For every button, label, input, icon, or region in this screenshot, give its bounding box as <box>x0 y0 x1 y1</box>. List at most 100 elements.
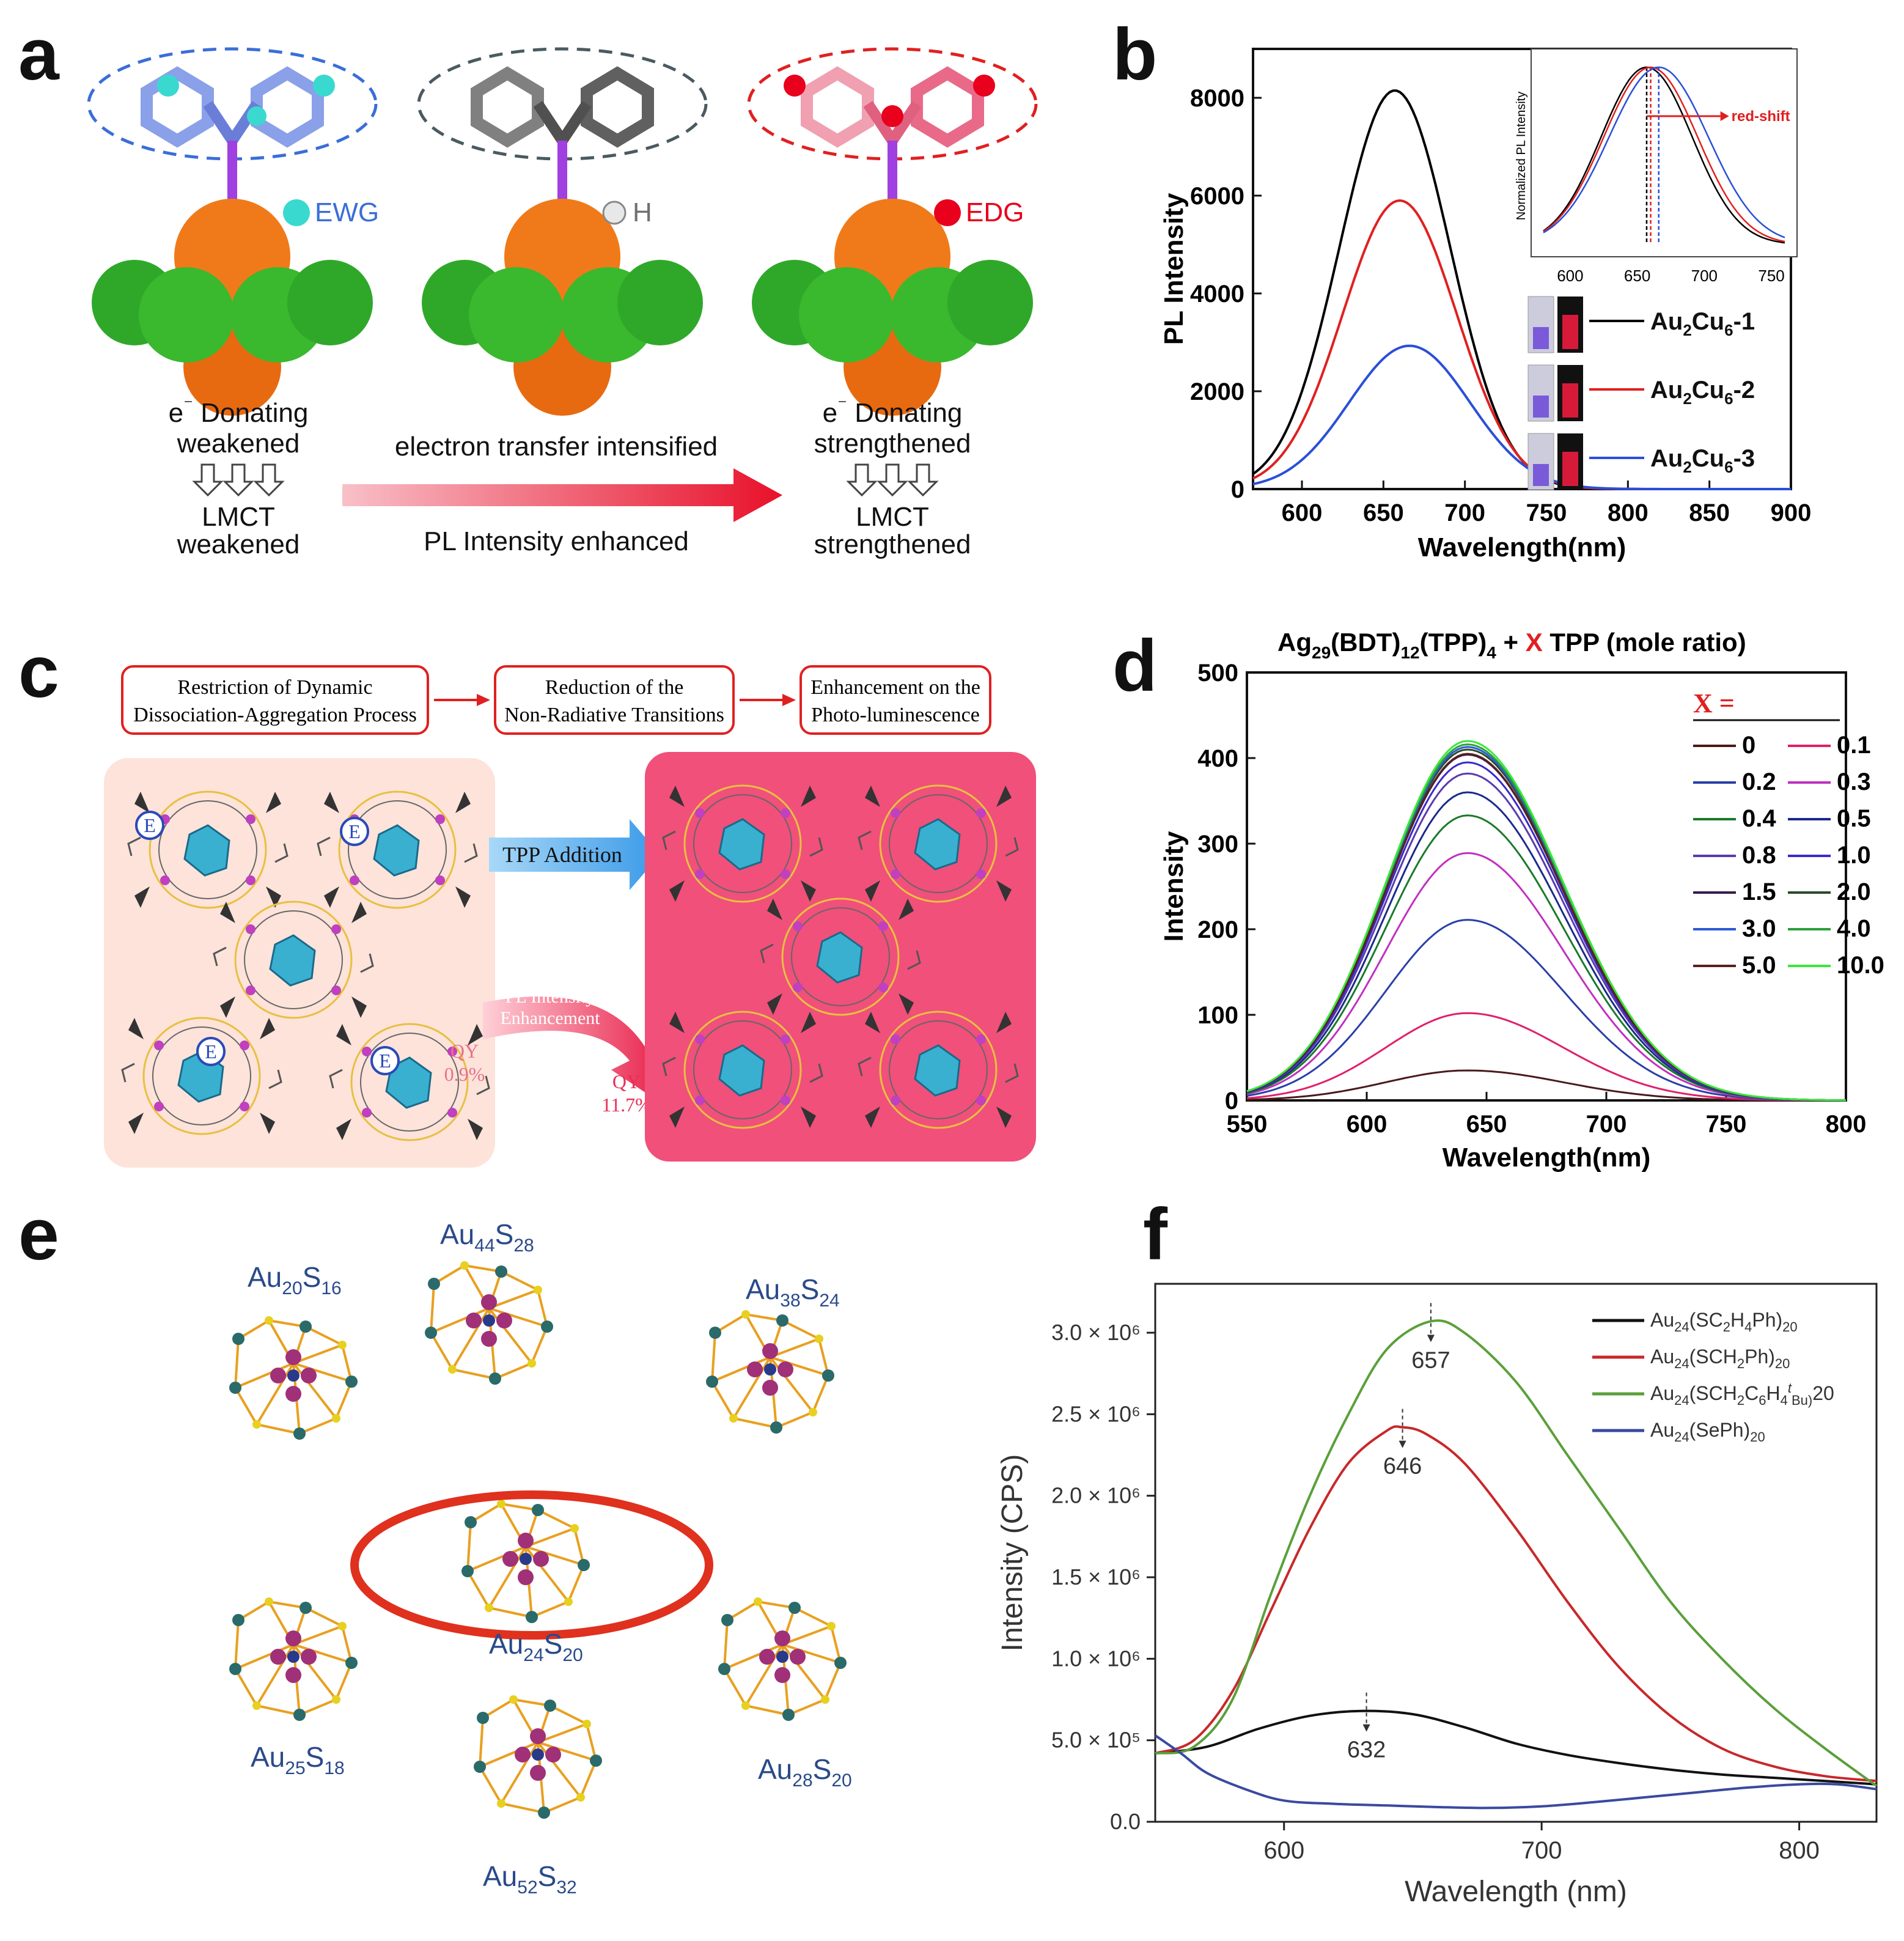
y-tick-label-b: 2000 <box>1190 378 1244 405</box>
chart-d: 550 600 650 700 750 800 0 100 200 300 400 500 Wavele… <box>1159 628 1884 1173</box>
cluster-au44s28: Au44S28 <box>424 1218 554 1386</box>
cluster-au24s20-highlighted: Au24S20 <box>350 1490 713 1665</box>
x-tick-label-b: 900 <box>1771 499 1812 526</box>
svg-text:Au52S32: Au52S32 <box>483 1860 577 1898</box>
svg-text:Au20S16: Au20S16 <box>248 1261 342 1298</box>
peak-arrowhead-f <box>1362 1724 1370 1732</box>
panel-label-a: a <box>18 13 59 95</box>
svg-text:LMCT: LMCT <box>202 502 275 532</box>
vial-uv-off-liquid <box>1533 464 1549 486</box>
y-tick-label-b: 4000 <box>1190 281 1244 308</box>
svg-text:e⁻ Donating: e⁻ Donating <box>169 395 309 428</box>
legend-label-f-3: Au24(SCH2C6H4tBu)20 <box>1650 1380 1834 1408</box>
legend-label-d-0.5: 0.5 <box>1837 805 1871 832</box>
x-tick-label-f: 800 <box>1779 1837 1820 1864</box>
svg-text:strengthened: strengthened <box>814 429 971 459</box>
substituent-ewg-label: EWG <box>315 197 379 227</box>
legend-label-d-0.2: 0.2 <box>1742 768 1776 795</box>
legend-label-f-2: Au24(SCH2Ph)20 <box>1650 1346 1790 1371</box>
x-tick-label-d: 600 <box>1347 1111 1388 1138</box>
y-tick-label-d: 500 <box>1197 660 1238 687</box>
plot-frame-f <box>1154 1283 1878 1823</box>
x-tick-label-d: 550 <box>1227 1111 1268 1138</box>
legend-label-d-4.0: 4.0 <box>1837 915 1871 942</box>
y-tick-label-d: 100 <box>1197 1002 1238 1029</box>
legend-label-d-0: 0 <box>1742 732 1755 759</box>
substituent-h-label: H <box>633 197 652 227</box>
svg-text:Au28S20: Au28S20 <box>758 1753 852 1791</box>
chart-b: 600 650 700 750 800 850 900 0 2000 4000 6000 8000 Wa… <box>1159 48 1812 562</box>
cluster-ewg: EWG <box>87 47 379 416</box>
plot-frame-b <box>1252 48 1792 490</box>
step-box-2: Reduction of the Non-Radiative Transitio… <box>494 665 735 735</box>
y-axis-label-f: Intensity (CPS) <box>996 1454 1029 1652</box>
y-tick-label-f: 2.0 × 10⁶ <box>1051 1483 1141 1508</box>
x-tick-label-d: 800 <box>1826 1111 1867 1138</box>
y-tick-label-d: 200 <box>1197 916 1238 943</box>
inset-series-b-3 <box>1543 66 1785 238</box>
inset-x-tick-label-b: 650 <box>1624 267 1650 285</box>
red-shift-arrowhead <box>1720 111 1729 121</box>
legend-label-d-0.3: 0.3 <box>1837 768 1871 795</box>
legend-label-d-10.0: 10.0 <box>1837 952 1884 979</box>
x-tick-label-b: 600 <box>1282 499 1323 526</box>
left-caption: e⁻ Donating weakened LMCT weakened <box>169 395 309 559</box>
y-tick-label-f: 2.5 × 10⁶ <box>1051 1401 1141 1426</box>
panel-label-f: f <box>1143 1193 1167 1275</box>
pl-enhancement-label: PL Intensity <box>505 987 595 1007</box>
x-tick-label-b: 650 <box>1363 499 1404 526</box>
peak-label-f: 657 <box>1411 1347 1450 1373</box>
legend-title-d: X = <box>1693 688 1735 718</box>
qy-right-value: 11.7% <box>601 1094 651 1116</box>
step-box-1: Restriction of Dynamic Dissociation-Aggr… <box>121 665 429 735</box>
intensified-arrow <box>342 468 782 522</box>
x-tick-label-b: 800 <box>1608 499 1649 526</box>
legend-label-d-1.0: 1.0 <box>1837 842 1871 869</box>
y-tick-label-b: 6000 <box>1190 183 1244 210</box>
y-tick-label-b: 0 <box>1231 476 1244 503</box>
cluster-au38s24: Au38S24 <box>705 1273 840 1435</box>
vial-uv-on-liquid <box>1562 383 1578 418</box>
e-markers: E E E E <box>135 811 400 1075</box>
inset-x-tick-label-b: 600 <box>1557 267 1583 285</box>
legend-label-d-3.0: 3.0 <box>1742 915 1776 942</box>
plot-frame-d <box>1246 671 1847 1102</box>
inset-series-b-1 <box>1543 66 1785 244</box>
x-tick-label-f: 700 <box>1521 1837 1562 1864</box>
svg-text:e⁻ Donating: e⁻ Donating <box>823 395 963 428</box>
svg-text:LMCT: LMCT <box>856 502 929 532</box>
svg-text:Reduction of the: Reduction of the <box>545 676 684 699</box>
series-line-b-3 <box>1252 344 1791 490</box>
legend-label-b-1: Au2Cu6-1 <box>1650 308 1755 339</box>
svg-text:E: E <box>379 1050 391 1072</box>
x-axis-label-f: Wavelength (nm) <box>1405 1876 1627 1908</box>
series-line-d-0.1 <box>1246 1012 1846 1102</box>
y-axis-label-b: PL Intensity <box>1159 193 1189 345</box>
panel-label-d: d <box>1112 625 1158 707</box>
peak-arrowhead-f <box>1399 1440 1406 1448</box>
svg-text:Enhancement on the: Enhancement on the <box>810 676 980 699</box>
tpp-addition-label: TPP Addition <box>502 842 622 867</box>
series-line-f-3 <box>1155 1319 1878 1787</box>
panel-a-diagram: EWG H EDG e⁻ Donating weakened <box>87 47 1038 559</box>
qy-left: QY <box>450 1040 479 1062</box>
qy-left-value: 0.9% <box>444 1063 485 1085</box>
red-shift-label: red-shift <box>1732 108 1790 125</box>
panel-label-c: c <box>18 631 59 713</box>
svg-text:Au44S28: Au44S28 <box>440 1218 534 1256</box>
substituent-edg-label: EDG <box>966 197 1024 227</box>
vial-uv-on-liquid <box>1562 315 1578 349</box>
inset-y-label-b: Normalized PL Intensity <box>1515 92 1528 220</box>
y-tick-label-f: 1.0 × 10⁶ <box>1051 1646 1141 1671</box>
series-line-d-0.2 <box>1246 919 1846 1102</box>
legend-label-d-5.0: 5.0 <box>1742 952 1776 979</box>
pl-enhancement-label-2: Enhancement <box>500 1008 600 1028</box>
y-tick-label-f: 0.0 <box>1110 1809 1141 1834</box>
svg-text:Au25S18: Au25S18 <box>251 1741 345 1778</box>
legend-label-b-2: Au2Cu6-2 <box>1650 377 1755 408</box>
arrow-bottom-text: PL Intensity enhanced <box>424 526 689 556</box>
cluster-au25s18: Au25S18 <box>228 1596 359 1778</box>
peak-label-f: 632 <box>1347 1737 1386 1763</box>
inset-x-tick-label-b: 750 <box>1758 267 1784 285</box>
legend-label-b-3: Au2Cu6-3 <box>1650 445 1755 476</box>
